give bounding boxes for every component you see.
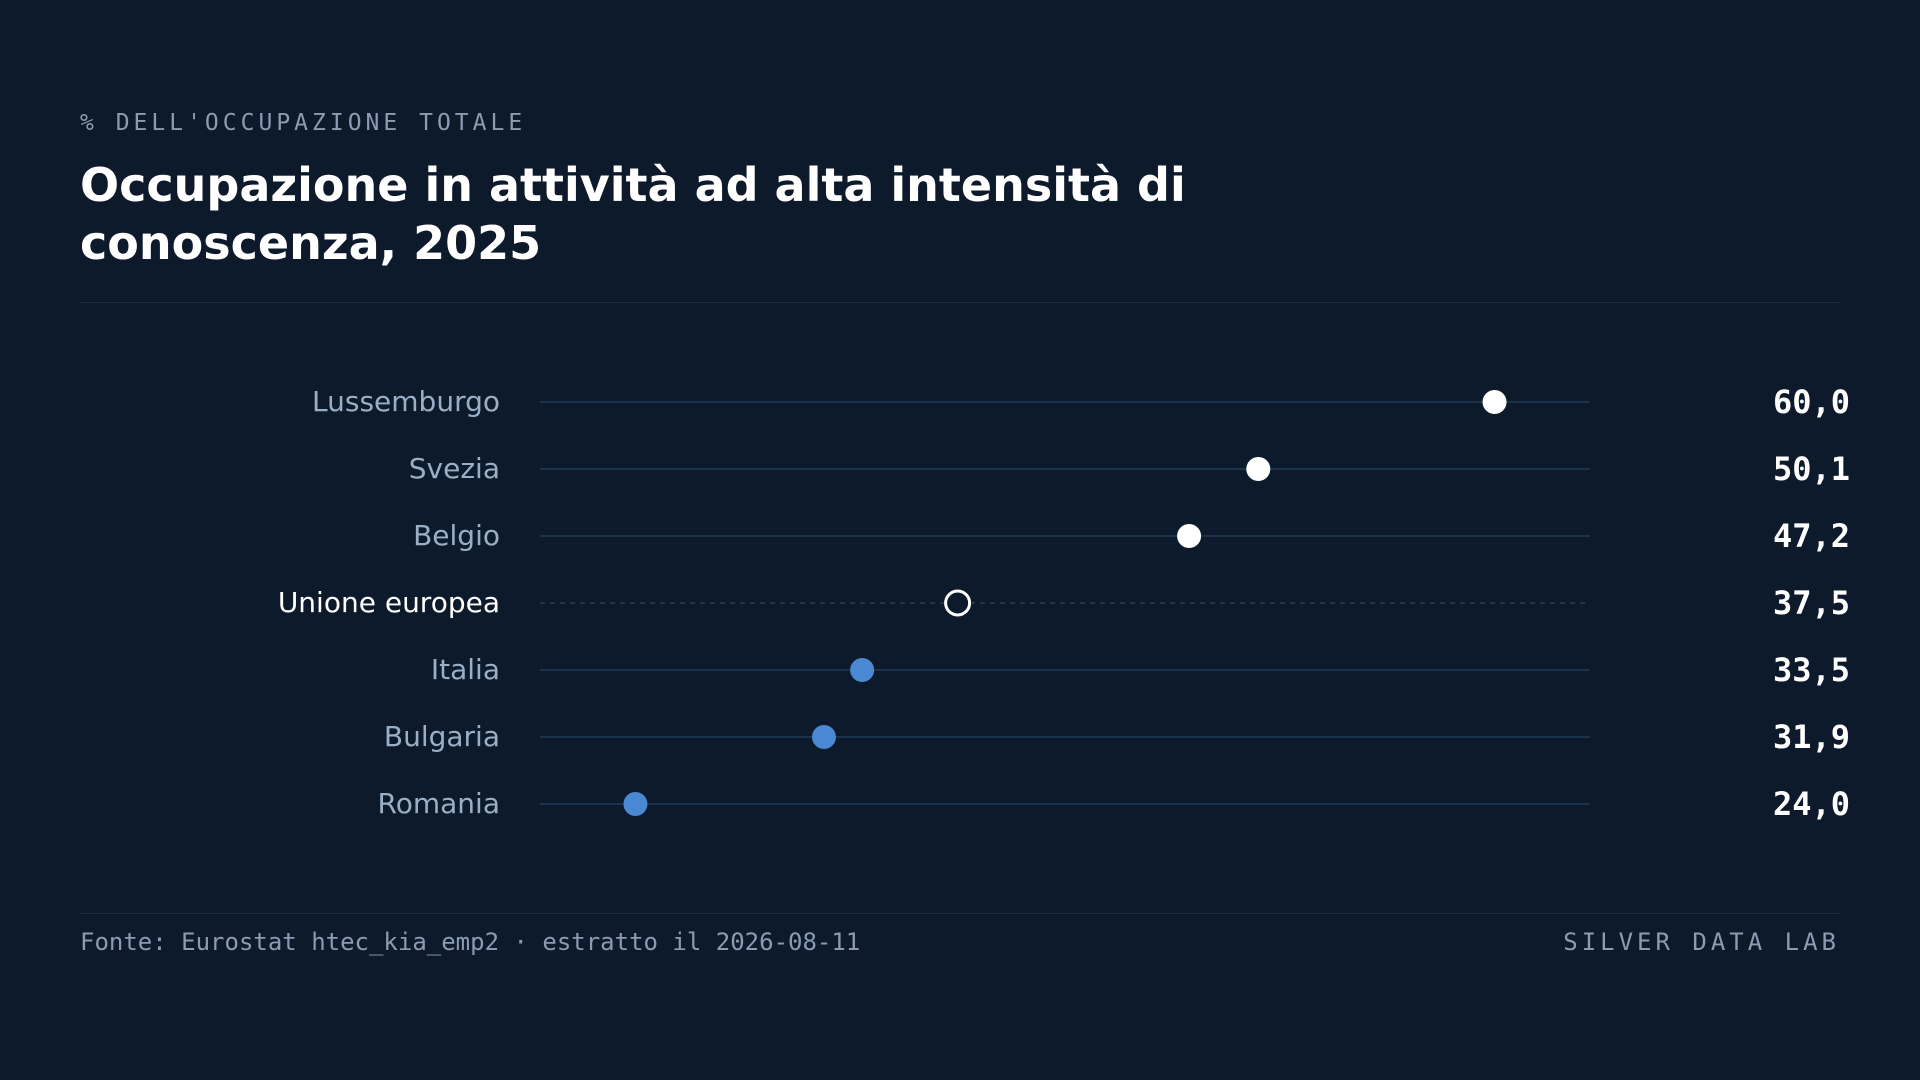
category-label: Bulgaria [384,720,500,753]
chart-title: Occupazione in attività ad alta intensit… [80,158,1186,270]
value-label: 60,0 [1773,383,1850,421]
data-point [1246,457,1271,481]
footer-divider [80,913,1840,914]
category-label: Belgio [413,519,500,552]
data-point [850,658,875,682]
data-point [944,589,972,617]
data-point [1177,524,1202,548]
value-label: 47,2 [1773,517,1850,555]
category-label: Lussemburgo [312,385,500,418]
value-label: 37,5 [1773,584,1850,622]
value-label: 24,0 [1773,785,1850,823]
data-point [1482,390,1507,414]
chart-eyebrow: % DELL'OCCUPAZIONE TOTALE [80,110,527,136]
brand-label: SILVER DATA LAB [1563,928,1840,956]
dot-plot: Lussemburgo 60,0 Svezia 50,1 Belgio 47,2 Union… [278,383,1850,823]
value-label: 50,1 [1773,450,1850,488]
category-label: Svezia [409,452,500,485]
source-note: Fonte: Eurostat htec_kia_emp2 · estratto… [80,928,861,956]
category-label: Romania [378,787,500,820]
data-point [623,792,648,816]
category-label: Unione europea [278,586,500,619]
value-label: 33,5 [1773,651,1850,689]
header-divider [80,302,1840,303]
category-label: Italia [431,653,500,686]
value-label: 31,9 [1773,718,1850,756]
data-point [811,725,836,749]
